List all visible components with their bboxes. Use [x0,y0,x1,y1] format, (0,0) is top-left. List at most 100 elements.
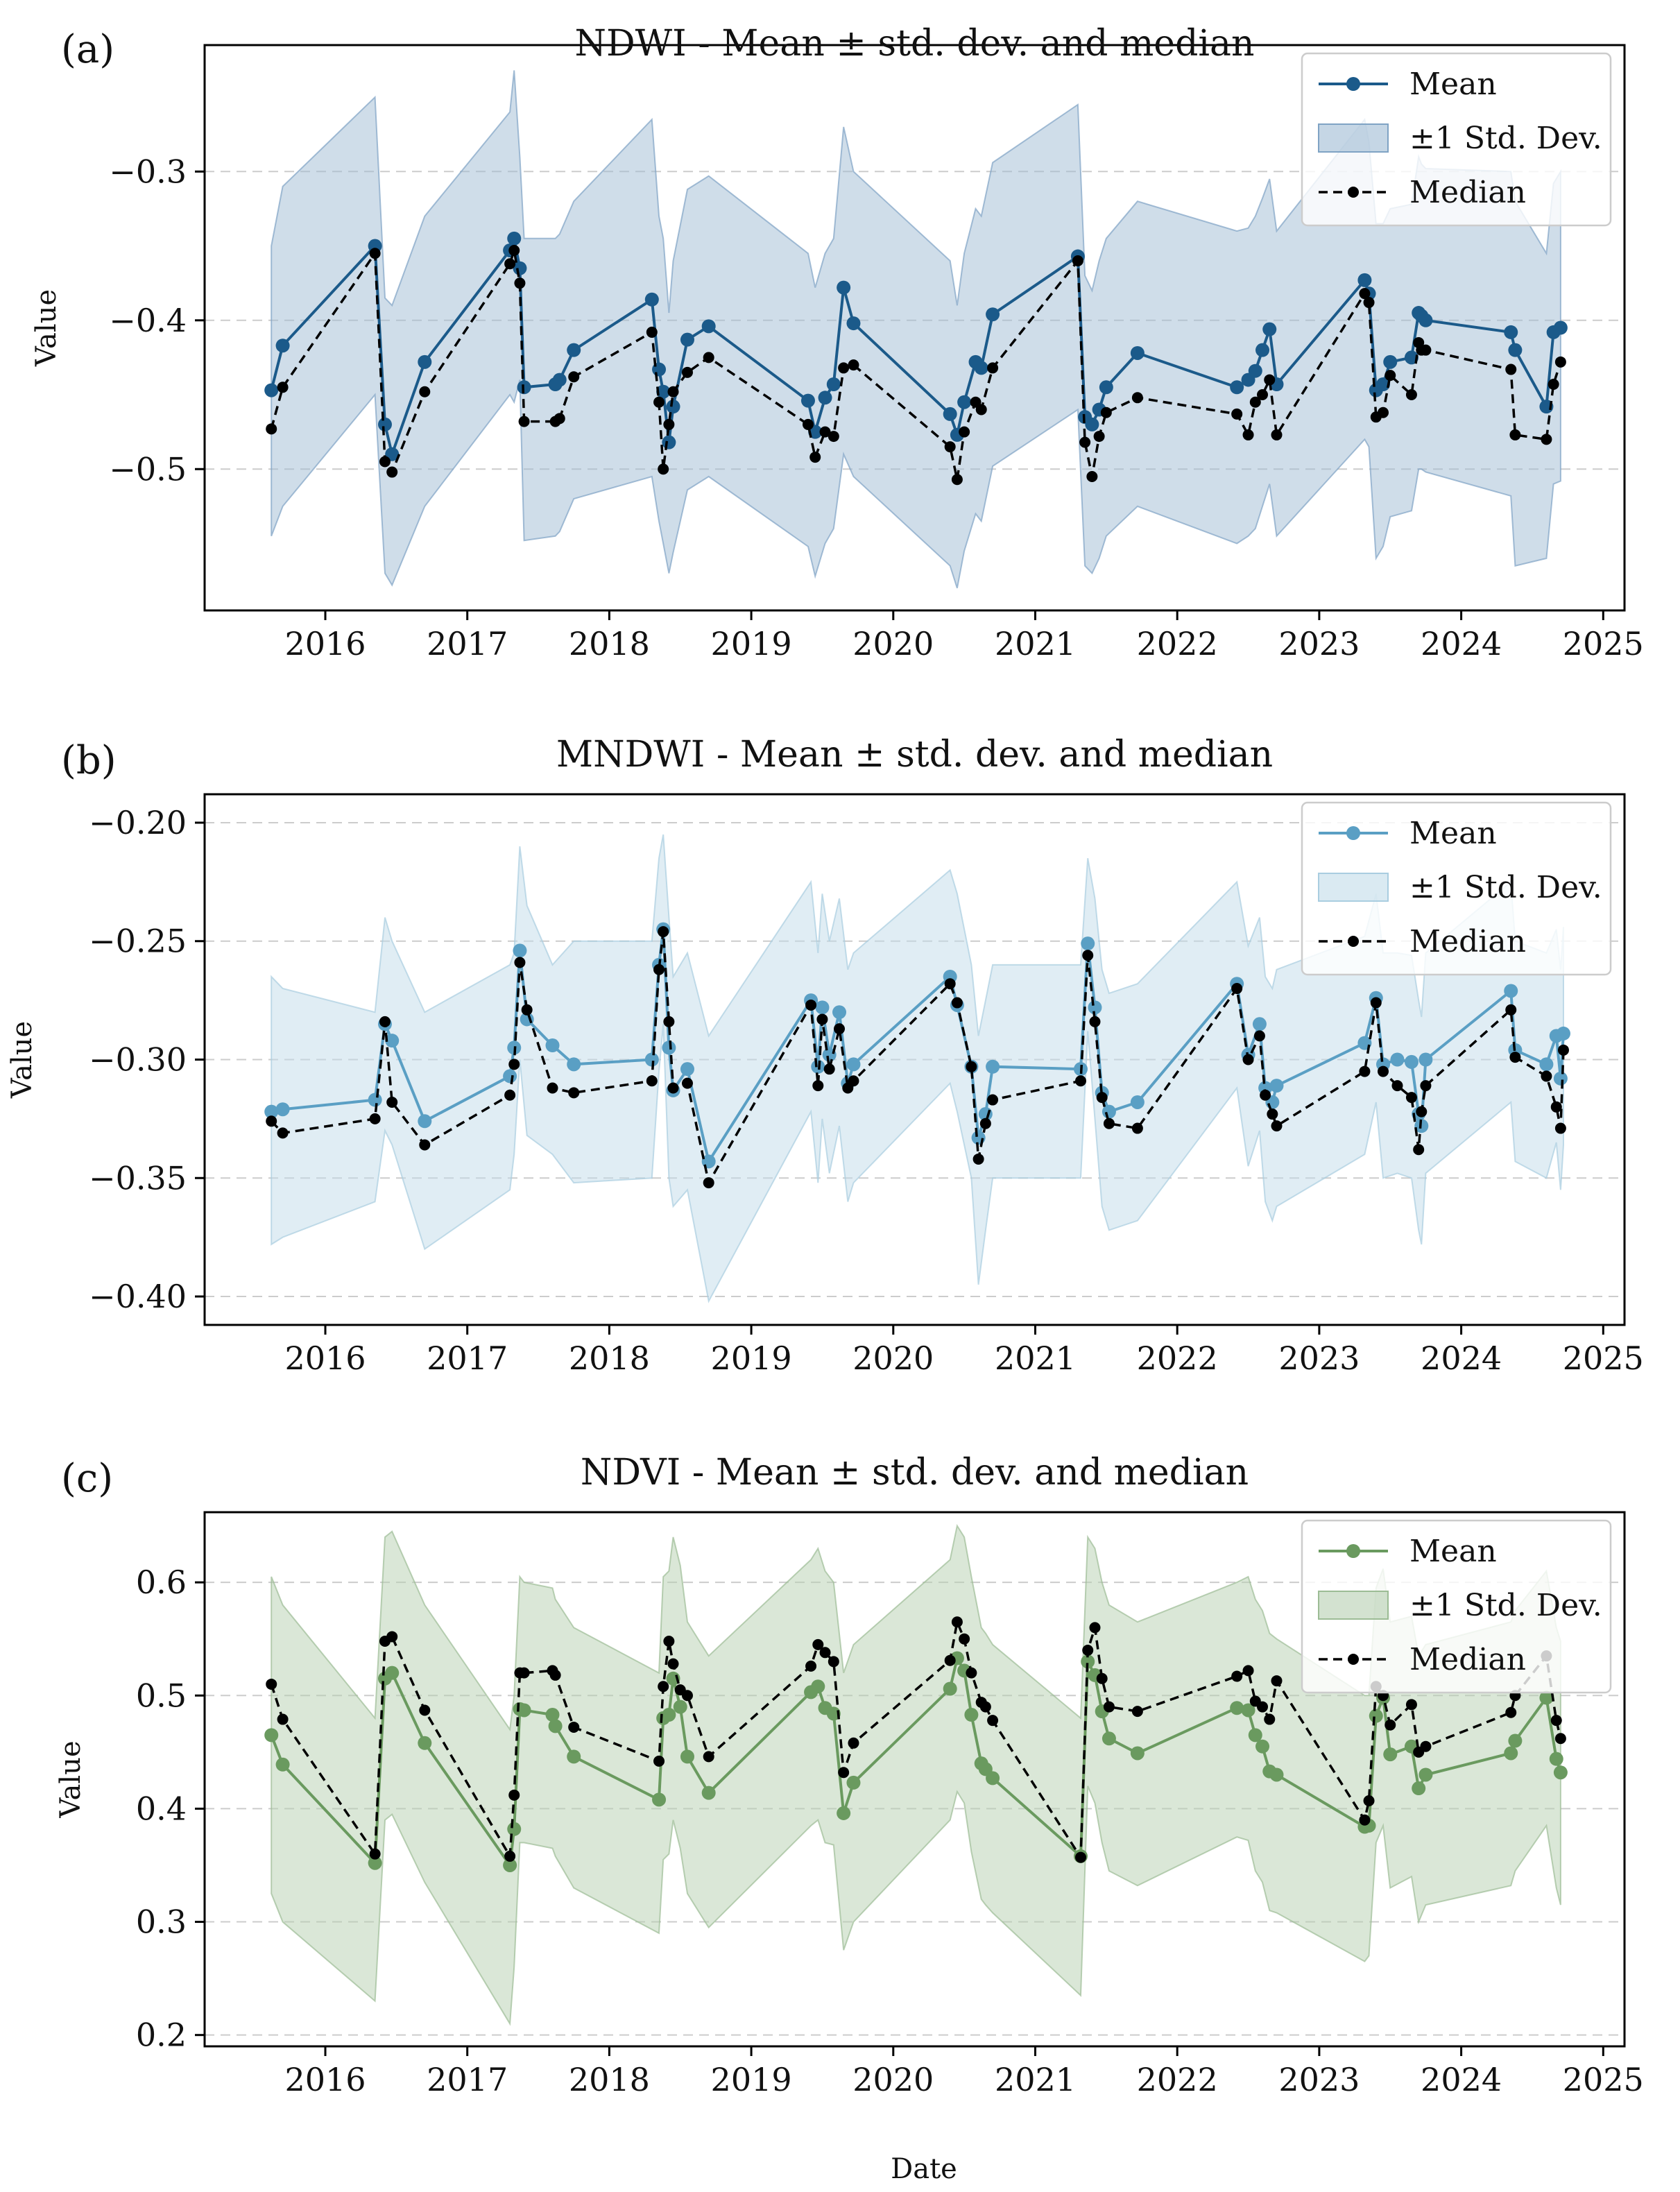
legend-median-marker-1 [1348,187,1359,198]
median-point-2-31 [987,1094,999,1106]
mean-point-1-23 [826,377,841,391]
median-point-3-44 [1271,1675,1283,1687]
median-point-2-35 [1096,1092,1108,1104]
median-point-2-56 [1554,1122,1566,1134]
median-point-1-18 [681,366,693,378]
median-point-1-27 [951,474,963,486]
x-tick-label-2-2: 2018 [569,1339,650,1377]
median-point-2-11 [568,1087,580,1099]
mean-point-3-10 [545,1708,560,1722]
y-tick-label-1-2: −0.3 [109,153,187,190]
median-point-3-35 [1089,1622,1101,1634]
mean-point-3-51 [1412,1781,1426,1796]
median-point-3-9 [518,1667,530,1679]
mean-point-2-43 [1269,1079,1284,1093]
std-band-2 [271,834,1564,1303]
median-point-2-23 [834,1023,846,1035]
mean-point-3-32 [986,1771,1000,1786]
median-point-1-14 [653,396,665,408]
median-point-1-22 [819,426,831,438]
mean-point-3-38 [1130,1746,1145,1761]
mean-point-2-23 [832,1005,847,1020]
median-point-2-38 [1231,983,1243,995]
median-point-1-37 [1131,392,1143,404]
mean-point-1-15 [656,384,671,399]
median-point-2-33 [1082,950,1094,961]
mean-point-1-34 [1085,417,1099,431]
median-point-1-20 [802,418,814,430]
chart-title-2: MNDWI - Mean ± std. dev. and median [556,734,1273,776]
median-point-2-52 [1505,1004,1517,1016]
x-tick-label-1-9: 2025 [1563,625,1644,662]
panel-label-3: (c) [61,1456,113,1501]
legend-3: Mean ±1 Std. Dev. Median [1301,1519,1612,1694]
median-point-3-2 [369,1848,381,1860]
median-point-1-11 [554,413,565,425]
median-point-1-33 [1079,436,1091,448]
mean-point-3-4 [385,1666,400,1680]
median-point-3-25 [848,1737,859,1749]
mean-point-3-6 [503,1858,517,1872]
median-point-3-53 [1505,1706,1517,1718]
median-point-1-9 [518,416,530,427]
median-point-3-34 [1082,1645,1094,1656]
median-point-2-15 [663,1016,675,1027]
y-tick-label-3-2: 0.4 [136,1790,187,1827]
mean-point-3-29 [964,1708,979,1722]
x-tick-label-2-1: 2017 [427,1339,508,1377]
legend-entry-3-0: Mean [1409,1534,1497,1569]
median-point-2-22 [823,1063,835,1075]
x-tick-label-2-0: 2016 [284,1339,366,1377]
mean-point-2-31 [986,1059,1000,1074]
legend-entry-1-0: Mean [1409,67,1497,102]
median-point-2-53 [1509,1052,1521,1063]
mean-point-2-34 [1088,1000,1102,1015]
mean-point-2-5 [418,1114,432,1129]
median-point-1-34 [1086,470,1098,482]
mean-point-1-53 [1504,325,1518,339]
mean-point-3-18 [680,1749,694,1764]
y-tick-label-2-3: −0.25 [89,923,187,960]
mean-point-1-13 [644,292,659,307]
median-point-2-10 [547,1082,558,1094]
median-point-3-18 [681,1690,693,1702]
median-point-1-1 [277,382,289,393]
median-point-2-21 [816,1013,828,1025]
legend-box-1 [1301,52,1612,227]
median-point-2-28 [966,1061,977,1072]
x-tick-label-2-4: 2020 [852,1339,934,1377]
median-line-1 [270,250,1562,480]
mean-point-3-21 [811,1679,825,1694]
median-point-3-49 [1385,1719,1396,1731]
mean-point-1-26 [943,406,957,421]
median-point-2-54 [1541,1070,1552,1082]
mean-point-3-53 [1504,1746,1518,1761]
mean-point-3-49 [1383,1747,1398,1762]
y-tick-label-2-0: −0.40 [89,1278,187,1315]
mean-point-3-13 [652,1792,667,1807]
median-point-3-23 [828,1656,839,1668]
legend-band-swatch-1 [1318,123,1389,153]
median-point-3-13 [653,1755,665,1767]
median-point-3-57 [1554,1733,1566,1745]
mean-point-1-0 [264,383,279,397]
mean-point-3-24 [837,1806,851,1820]
median-point-3-32 [987,1715,999,1727]
median-point-1-8 [514,277,526,289]
median-point-3-27 [951,1616,963,1628]
median-point-1-28 [959,426,970,438]
mean-point-1-40 [1248,363,1262,378]
x-tick-label-1-5: 2021 [995,625,1076,662]
mean-point-1-11 [552,373,567,387]
mean-point-1-25 [846,316,861,331]
y-tick-label-3-4: 0.6 [136,1564,187,1601]
x-axis-label-date: Date [891,2153,957,2185]
median-point-2-1 [277,1127,289,1139]
median-point-2-48 [1405,1092,1417,1104]
mean-point-2-37 [1130,1095,1145,1109]
y-tick-label-1-1: −0.4 [109,302,187,339]
mean-point-3-0 [264,1728,279,1743]
x-tick-label-2-7: 2023 [1278,1339,1360,1377]
median-point-3-6 [504,1850,516,1862]
mean-point-3-44 [1269,1767,1284,1782]
